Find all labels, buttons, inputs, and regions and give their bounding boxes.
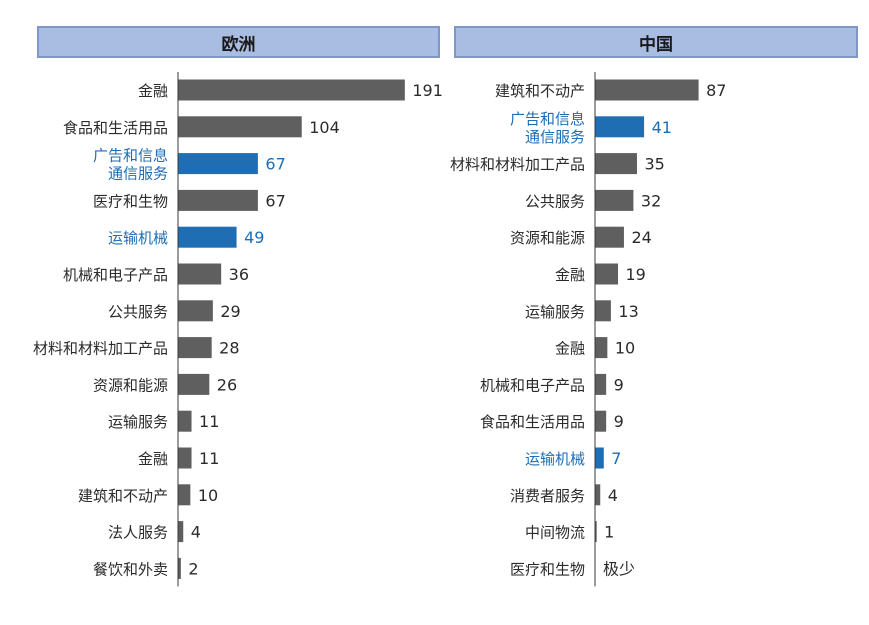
europe-category-label-10: 金融: [138, 450, 168, 468]
china-value-label-6: 13: [618, 302, 638, 321]
europe-category-label-9: 运输服务: [108, 413, 168, 431]
europe-value-label-5: 36: [229, 265, 249, 284]
china-bar-3: [595, 189, 634, 211]
europe-bar-13: [178, 557, 181, 579]
europe-bar-12: [178, 521, 184, 543]
europe-value-label-2: 67: [265, 155, 285, 174]
europe-value-label-7: 28: [219, 339, 239, 358]
china-bar-0: [595, 79, 699, 101]
europe-bar-10: [178, 447, 192, 469]
china-category-label-10: 运输机械: [525, 450, 585, 468]
europe-category-label-3: 医疗和生物: [93, 192, 168, 210]
europe-value-label-10: 11: [199, 449, 219, 468]
china-category-label-0: 建筑和不动产: [495, 82, 585, 100]
china-bar-5: [595, 263, 619, 285]
europe-value-label-11: 10: [198, 486, 218, 505]
china-value-label-1: 41: [652, 118, 672, 137]
china-category-label-13: 医疗和生物: [510, 560, 585, 578]
europe-category-label-11: 建筑和不动产: [78, 487, 168, 505]
europe-category-label-4: 运输机械: [108, 229, 168, 247]
europe-value-label-6: 29: [220, 302, 240, 321]
china-bar-7: [595, 337, 608, 359]
europe-bar-9: [178, 410, 192, 432]
europe-category-label-8: 资源和能源: [93, 376, 168, 394]
europe-bar-11: [178, 484, 191, 506]
china-category-label-8: 机械和电子产品: [480, 376, 585, 394]
europe-bar-7: [178, 337, 212, 359]
china-value-label-13: 极少: [603, 559, 635, 578]
china-category-label-11: 消费者服务: [510, 487, 585, 505]
china-value-label-4: 24: [631, 228, 651, 247]
europe-bar-2: [178, 153, 258, 175]
europe-category-label-1: 食品和生活用品: [63, 119, 168, 137]
europe-value-label-3: 67: [265, 191, 285, 210]
europe-bar-5: [178, 263, 222, 285]
china-bar-9: [595, 410, 607, 432]
europe-value-label-8: 26: [217, 375, 237, 394]
china-bar-11: [595, 484, 601, 506]
china-category-label-1-line-1: 通信服务: [525, 128, 585, 146]
europe-value-label-0: 191: [412, 81, 443, 100]
europe-panel-header: 欧洲: [37, 26, 440, 58]
china-category-label-12: 中间物流: [525, 524, 585, 542]
europe-panel-title: 欧洲: [221, 34, 256, 55]
europe-bar-3: [178, 189, 258, 211]
china-category-label-9: 食品和生活用品: [480, 413, 585, 431]
europe-value-label-13: 2: [188, 559, 198, 578]
europe-bar-6: [178, 300, 213, 322]
china-bar-8: [595, 373, 607, 395]
china-value-label-8: 9: [614, 375, 624, 394]
china-value-label-11: 4: [608, 486, 618, 505]
china-bar-1: [595, 116, 645, 138]
europe-category-label-5: 机械和电子产品: [63, 266, 168, 284]
china-category-label-6: 运输服务: [525, 303, 585, 321]
china-value-label-12: 1: [604, 523, 614, 542]
china-value-label-5: 19: [626, 265, 646, 284]
china-bar-12: [595, 521, 597, 543]
china-category-label-1-line-0: 广告和信息: [510, 110, 585, 128]
europe-category-label-2-line-1: 通信服务: [108, 165, 168, 183]
europe-bar-0: [178, 79, 405, 101]
china-value-label-10: 7: [611, 449, 621, 468]
europe-category-label-6: 公共服务: [108, 303, 168, 321]
europe-category-label-13: 餐饮和外卖: [93, 560, 168, 578]
europe-value-label-9: 11: [199, 412, 219, 431]
china-panel-title: 中国: [639, 34, 673, 55]
europe-category-label-7: 材料和材料加工产品: [33, 340, 168, 358]
china-bar-4: [595, 226, 624, 248]
europe-bar-1: [178, 116, 302, 138]
china-bar-10: [595, 447, 604, 469]
europe-value-label-12: 4: [191, 523, 201, 542]
china-panel-header: 中国: [454, 26, 858, 58]
europe-category-label-0: 金融: [138, 82, 168, 100]
china-category-label-3: 公共服务: [525, 192, 585, 210]
china-category-label-4: 资源和能源: [510, 229, 585, 247]
europe-value-label-1: 104: [309, 118, 340, 137]
china-value-label-7: 10: [615, 339, 635, 358]
china-category-label-7: 金融: [555, 340, 585, 358]
china-bar-2: [595, 153, 637, 175]
china-value-label-9: 9: [614, 412, 624, 431]
china-value-label-3: 32: [641, 191, 661, 210]
europe-value-label-4: 49: [244, 228, 264, 247]
china-category-label-1: 广告和信息通信服务: [510, 110, 585, 146]
china-bar-6: [595, 300, 611, 322]
europe-category-label-2: 广告和信息通信服务: [93, 147, 168, 183]
china-value-label-0: 87: [706, 81, 726, 100]
europe-category-label-2-line-0: 广告和信息: [93, 147, 168, 165]
europe-bar-8: [178, 373, 210, 395]
china-value-label-2: 35: [644, 155, 664, 174]
europe-bar-4: [178, 226, 237, 248]
china-category-label-5: 金融: [555, 266, 585, 284]
china-category-label-2: 材料和材料加工产品: [450, 156, 585, 174]
europe-category-label-12: 法人服务: [108, 524, 168, 542]
